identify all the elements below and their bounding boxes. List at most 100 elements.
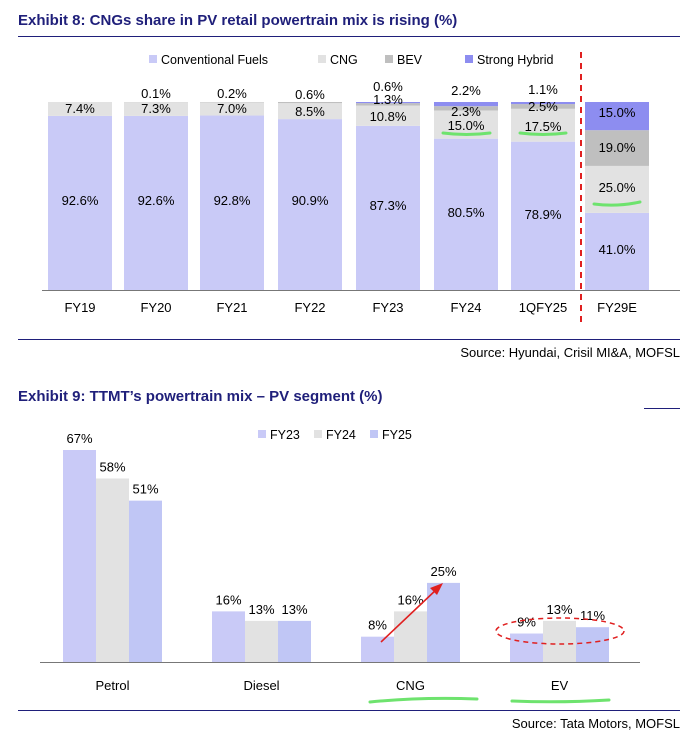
data-label: 0.6% — [295, 87, 325, 102]
data-label: 13% — [248, 602, 274, 617]
bar — [394, 611, 427, 662]
bar-segment — [434, 106, 498, 111]
exhibit8-chart: Conventional Fuels CNG BEV Strong Hybrid FY1… — [42, 52, 680, 322]
legend-swatch-3 — [385, 55, 393, 63]
legend-label-FY25: FY25 — [382, 428, 412, 442]
legend-swatch-1 — [149, 55, 157, 63]
data-label: 41.0% — [599, 242, 636, 257]
x-tick-label: FY21 — [216, 300, 247, 315]
bar-segment — [48, 115, 112, 290]
bar — [96, 478, 129, 662]
x-tick-label: FY20 — [140, 300, 171, 315]
exhibit9-source-rule — [18, 710, 680, 711]
x-tick-label: Diesel — [243, 678, 279, 693]
exhibit8-title: Exhibit 8: CNGs share in PV retail power… — [18, 12, 458, 29]
bar-segment — [124, 115, 188, 290]
data-label: 10.8% — [370, 109, 407, 124]
data-label: 92.6% — [62, 193, 99, 208]
bar-segment — [200, 115, 264, 290]
exhibit9-source: Source: Tata Motors, MOFSL — [511, 716, 680, 731]
data-label: 58% — [99, 459, 125, 474]
data-label: 19.0% — [599, 140, 636, 155]
exhibit9-title: Exhibit 9: TTMT’s powertrain mix – PV se… — [18, 388, 383, 405]
bar — [129, 500, 162, 662]
data-label: 2.3% — [451, 104, 481, 119]
exhibit8-source-rule — [18, 339, 680, 340]
legend-label-3: BEV — [397, 53, 423, 67]
data-label: 80.5% — [448, 205, 485, 220]
data-label: 2.5% — [528, 99, 558, 114]
bar — [245, 620, 278, 662]
data-label: 2.2% — [451, 83, 481, 98]
bar — [278, 620, 311, 662]
trend-arrow-line — [380, 587, 439, 643]
data-label: 15.0% — [599, 105, 636, 120]
legend-label-2: CNG — [330, 53, 358, 67]
data-label: 87.3% — [370, 198, 407, 213]
bar-segment — [511, 102, 575, 105]
bar-segment — [356, 105, 420, 126]
data-label: 25.0% — [599, 180, 636, 195]
x-tick-label: FY23 — [372, 300, 403, 315]
legend-label-FY24: FY24 — [326, 428, 356, 442]
ev-highlight-ellipse — [495, 617, 625, 645]
cng-underline — [368, 696, 479, 704]
data-label: 17.5% — [525, 119, 562, 134]
bar — [576, 627, 609, 662]
data-label: 0.6% — [373, 79, 403, 94]
bar-segment — [434, 102, 498, 107]
bar — [543, 620, 576, 662]
data-label: 90.9% — [292, 193, 329, 208]
bar-segment — [278, 102, 342, 104]
bar — [212, 611, 245, 662]
bar-segment — [278, 119, 342, 290]
data-label: 7.0% — [217, 101, 247, 116]
bar-segment — [356, 103, 420, 106]
bar-segment — [511, 141, 575, 290]
exhibit8-title-rule — [18, 36, 680, 37]
legend-swatch-2 — [318, 55, 326, 63]
data-label: 7.3% — [141, 101, 171, 116]
legend-label-1: Conventional Fuels — [161, 53, 268, 67]
data-label: 0.2% — [217, 86, 247, 101]
bar — [427, 582, 460, 662]
exhibit8-source: Source: Hyundai, Crisil MI&A, MOFSL — [460, 345, 680, 360]
data-label: 67% — [66, 431, 92, 446]
ev-underline — [510, 698, 611, 704]
bar-segment — [585, 212, 649, 290]
bar-segment — [200, 102, 264, 116]
legend-label-4: Strong Hybrid — [477, 53, 553, 67]
bar-segment — [585, 130, 649, 166]
data-label: 13% — [281, 602, 307, 617]
x-tick-label: FY19 — [64, 300, 95, 315]
highlight-underline — [592, 200, 642, 207]
highlight-underline — [441, 131, 492, 136]
exhibit9-title-rule — [644, 408, 680, 409]
legend-swatch-FY25 — [370, 430, 378, 438]
data-label: 25% — [430, 564, 456, 579]
bar-segment — [585, 102, 649, 131]
bar-segment — [511, 104, 575, 109]
data-label: 92.8% — [214, 193, 251, 208]
data-label: 0.1% — [141, 86, 171, 101]
x-tick-label: CNG — [396, 678, 425, 693]
bar-segment — [278, 103, 342, 120]
data-label: 8.5% — [295, 104, 325, 119]
bar-segment — [124, 102, 188, 116]
trend-arrow-head — [430, 583, 443, 595]
data-label: 13% — [546, 602, 572, 617]
legend-label-FY23: FY23 — [270, 428, 300, 442]
highlight-underline — [518, 131, 568, 136]
x-tick-label: 1QFY25 — [519, 300, 567, 315]
x-tick-label: EV — [551, 678, 569, 693]
x-tick-label: Petrol — [96, 678, 130, 693]
bar-segment — [356, 102, 420, 104]
x-tick-label: FY22 — [294, 300, 325, 315]
x-tick-label: FY24 — [450, 300, 481, 315]
x-tick-label: FY29E — [597, 300, 637, 315]
data-label: 1.1% — [528, 82, 558, 97]
bar-segment — [356, 125, 420, 290]
data-label: 8% — [368, 618, 387, 633]
data-label: 16% — [397, 592, 423, 607]
